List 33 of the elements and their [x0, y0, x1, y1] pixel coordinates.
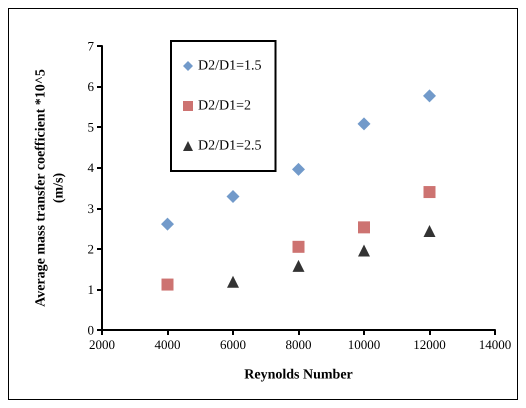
point [424, 225, 436, 238]
y-tick-label: 6 [88, 79, 94, 94]
point [226, 190, 240, 204]
x-axis-title: Reynolds Number [244, 368, 353, 382]
y-axis-title: Average mass transfer coefficient *10^5 (m/s) [34, 69, 66, 307]
x-tick-label: 2000 [89, 337, 115, 352]
point [424, 186, 436, 198]
point [358, 244, 370, 256]
point [358, 221, 370, 234]
legend-label: D2/D1=1.5 [198, 58, 262, 74]
point [358, 117, 370, 130]
x-tick-label: 10000 [348, 337, 380, 352]
point [161, 218, 174, 231]
point [292, 240, 304, 253]
point [292, 260, 304, 272]
y-tick-label: 0 [88, 322, 94, 338]
point [292, 162, 305, 176]
y-tick-label: 2 [88, 241, 94, 256]
y-tick-label: 5 [88, 120, 94, 135]
x-tick-label: 6000 [220, 337, 246, 352]
x-tick-label: 14000 [478, 337, 512, 352]
x-tick-label: 8000 [286, 337, 312, 352]
point [162, 278, 174, 291]
y-tick-label: 3 [88, 200, 94, 216]
legend-label: D2/D1=2 [198, 98, 252, 114]
point [227, 276, 239, 288]
y-tick-label: 4 [88, 160, 94, 176]
point [423, 89, 436, 102]
y-tick-label: 1 [88, 282, 94, 297]
y-tick-label: 7 [88, 38, 94, 54]
x-tick-label: 4000 [154, 337, 180, 352]
x-tick-label: 12000 [413, 337, 446, 352]
legend-label: D2/D1=2.5 [198, 138, 262, 154]
